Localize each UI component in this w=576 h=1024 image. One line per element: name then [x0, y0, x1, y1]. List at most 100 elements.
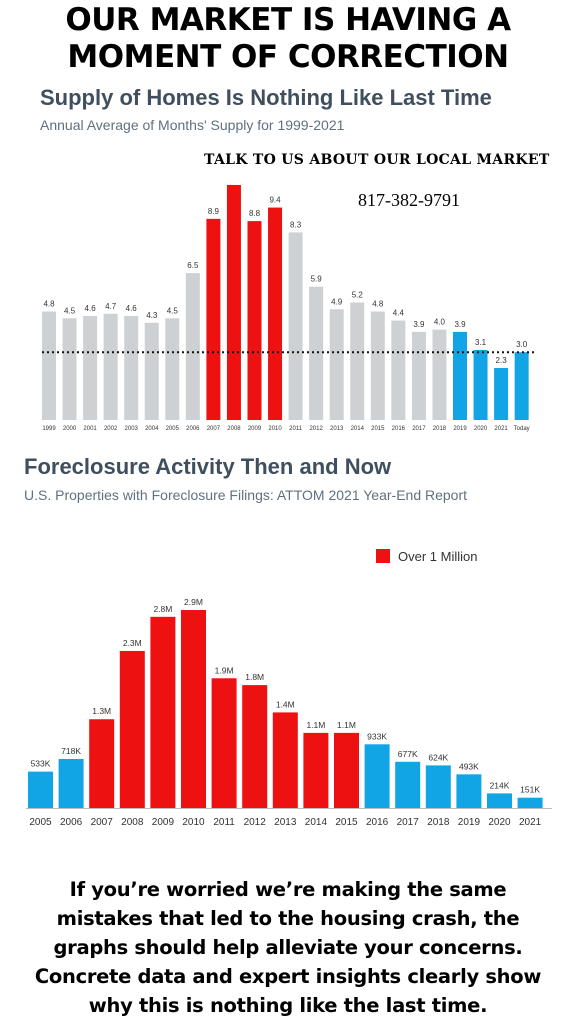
- supply-bar-value-label: 10.4: [226, 180, 242, 182]
- supply-bar: [144, 322, 159, 420]
- supply-bar: [103, 313, 118, 420]
- foreclosure-bar-value-label: 533K: [31, 759, 51, 769]
- foreclosure-bar-value-label: 1.1M: [337, 720, 356, 730]
- foreclosure-x-tick-label: 2010: [182, 817, 205, 828]
- foreclosure-bar: [334, 732, 359, 808]
- foreclosure-x-tick-label: 2008: [121, 817, 144, 828]
- supply-x-tick-label: 2020: [474, 426, 488, 432]
- supply-bar-value-label: 8.9: [208, 207, 220, 216]
- supply-bar: [247, 221, 262, 420]
- supply-bar-value-label: 4.5: [64, 306, 76, 315]
- foreclosure-x-tick-label: 2007: [91, 817, 114, 828]
- supply-x-tick-label: 2021: [494, 426, 508, 432]
- foreclosure-x-tick-label: 2012: [244, 817, 267, 828]
- supply-bar: [370, 311, 385, 420]
- foreclosure-x-tick-label: 2014: [305, 817, 328, 828]
- foreclosure-bar: [89, 719, 115, 808]
- foreclosure-bar: [150, 616, 176, 808]
- footer-line: mistakes that led to the housing crash, …: [56, 907, 520, 930]
- supply-bar: [350, 302, 365, 420]
- supply-x-tick-label: 2013: [330, 426, 344, 432]
- legend-label: Over 1 Million: [398, 549, 477, 564]
- supply-bar-value-label: 4.8: [372, 300, 384, 309]
- supply-bar-value-label: 3.9: [413, 320, 425, 329]
- supply-bar-value-label: 4.3: [146, 311, 158, 320]
- supply-x-tick-label: 2016: [392, 426, 406, 432]
- foreclosure-bar-value-label: 933K: [367, 731, 387, 741]
- supply-x-tick-label: 2001: [83, 426, 97, 432]
- foreclosure-bar: [456, 774, 482, 808]
- foreclosure-bar: [181, 610, 206, 808]
- supply-bar: [62, 318, 77, 420]
- supply-bar: [268, 207, 283, 420]
- supply-x-tick-label: 2017: [412, 426, 426, 432]
- supply-bar-value-label: 4.0: [434, 318, 446, 327]
- supply-bar: [432, 329, 447, 420]
- foreclosure-bar: [425, 765, 451, 808]
- foreclosure-chart: 533K 2005 718K 2006 1.3M 2007 2.3M 2008 2.8M 2009…: [26, 549, 552, 828]
- foreclosure-chart-subtitle: U.S. Properties with Foreclosure Filings…: [24, 487, 468, 503]
- supply-bar: [494, 368, 509, 420]
- foreclosure-x-tick-label: 2015: [335, 817, 358, 828]
- foreclosure-bar: [517, 797, 543, 808]
- foreclosure-bar-value-label: 2.3M: [123, 638, 142, 648]
- foreclosure-bar-value-label: 2.9M: [184, 597, 203, 607]
- foreclosure-bar: [58, 758, 84, 808]
- supply-bar: [42, 311, 56, 420]
- foreclosure-bar-value-label: 1.3M: [92, 706, 111, 716]
- foreclosure-bar: [395, 761, 421, 808]
- supply-bar-value-label: 4.6: [85, 304, 97, 313]
- foreclosure-x-tick-label: 2011: [213, 817, 235, 828]
- supply-bar: [83, 316, 98, 420]
- supply-x-tick-label: 2008: [227, 426, 241, 432]
- footer-message: If you’re worried we’re making the same …: [0, 875, 576, 1020]
- headline-line-2: MOMENT OF CORRECTION: [67, 39, 509, 75]
- foreclosure-bar: [303, 732, 329, 808]
- supply-x-tick-label: 2018: [433, 426, 447, 432]
- supply-bar: [329, 309, 344, 420]
- footer-line: graphs should help alleviate your concer…: [53, 936, 523, 959]
- supply-bar-value-label: 3.0: [516, 340, 528, 349]
- foreclosure-x-tick-label: 2009: [152, 817, 175, 828]
- supply-x-tick-label: 2009: [248, 426, 262, 432]
- foreclosure-x-tick-label: 2017: [397, 817, 420, 828]
- supply-x-tick-label: 2015: [371, 426, 385, 432]
- supply-x-tick-label: 2010: [268, 426, 282, 432]
- supply-bar-value-label: 2.3: [496, 356, 508, 365]
- supply-bar: [124, 316, 139, 420]
- supply-bar: [411, 331, 426, 420]
- supply-bar: [226, 184, 241, 420]
- headline: OUR MARKET IS HAVING A MOMENT OF CORRECT…: [0, 2, 576, 76]
- supply-chart-subtitle: Annual Average of Months' Supply for 199…: [40, 117, 345, 133]
- phone-number[interactable]: 817-382-9791: [358, 190, 460, 210]
- supply-bar: [309, 286, 324, 420]
- foreclosure-chart-title: Foreclosure Activity Then and Now: [24, 454, 392, 479]
- supply-bar: [165, 318, 180, 420]
- foreclosure-bar: [211, 678, 237, 808]
- foreclosure-x-tick-label: 2005: [29, 817, 52, 828]
- foreclosure-x-tick-label: 2019: [458, 817, 481, 828]
- supply-x-tick-label: 2004: [145, 426, 159, 432]
- supply-x-tick-label: Today: [514, 426, 530, 432]
- foreclosure-bar-value-label: 624K: [428, 752, 448, 762]
- foreclosure-bar-value-label: 1.9M: [215, 665, 234, 675]
- supply-x-tick-label: 2005: [166, 426, 180, 432]
- foreclosure-bar-value-label: 493K: [459, 761, 479, 771]
- supply-chart: 4.8 1999 4.5 2000 4.6 2001 4.7 2002 4.6 2003 4.3 20…: [42, 180, 534, 432]
- supply-bar: [288, 232, 303, 420]
- supply-bar-value-label: 4.8: [43, 300, 55, 309]
- supply-bar-value-label: 6.5: [187, 261, 199, 270]
- footer-line: If you’re worried we’re making the same: [69, 878, 507, 901]
- supply-bar-value-label: 8.8: [249, 209, 261, 218]
- foreclosure-bar: [487, 793, 512, 808]
- supply-x-tick-label: 1999: [42, 426, 56, 432]
- footer-line: Concrete data and expert insights clearl…: [34, 965, 542, 988]
- supply-bar-value-label: 4.7: [105, 302, 117, 311]
- cta-text: TALK TO US ABOUT OUR LOCAL MARKET: [204, 152, 550, 168]
- foreclosure-x-tick-label: 2021: [519, 817, 542, 828]
- supply-x-tick-label: 2014: [351, 426, 365, 432]
- legend-swatch: [376, 549, 390, 563]
- foreclosure-bar-value-label: 718K: [61, 746, 81, 756]
- supply-bar-value-label: 9.4: [269, 196, 281, 205]
- foreclosure-x-tick-label: 2013: [274, 817, 297, 828]
